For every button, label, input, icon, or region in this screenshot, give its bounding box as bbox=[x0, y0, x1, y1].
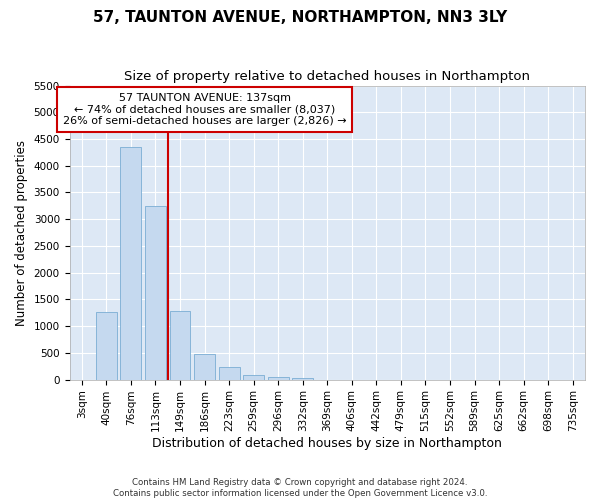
Bar bbox=[121, 147, 142, 380]
Bar bbox=[268, 376, 289, 380]
Title: Size of property relative to detached houses in Northampton: Size of property relative to detached ho… bbox=[124, 70, 530, 83]
Bar bbox=[218, 368, 239, 380]
Bar bbox=[243, 375, 264, 380]
Bar bbox=[194, 354, 215, 380]
Bar bbox=[170, 310, 190, 380]
Bar bbox=[292, 378, 313, 380]
Y-axis label: Number of detached properties: Number of detached properties bbox=[15, 140, 28, 326]
Bar bbox=[96, 312, 117, 380]
Text: Contains HM Land Registry data © Crown copyright and database right 2024.
Contai: Contains HM Land Registry data © Crown c… bbox=[113, 478, 487, 498]
Bar bbox=[145, 206, 166, 380]
Text: 57, TAUNTON AVENUE, NORTHAMPTON, NN3 3LY: 57, TAUNTON AVENUE, NORTHAMPTON, NN3 3LY bbox=[93, 10, 507, 25]
Text: 57 TAUNTON AVENUE: 137sqm
← 74% of detached houses are smaller (8,037)
26% of se: 57 TAUNTON AVENUE: 137sqm ← 74% of detac… bbox=[63, 93, 346, 126]
X-axis label: Distribution of detached houses by size in Northampton: Distribution of detached houses by size … bbox=[152, 437, 502, 450]
